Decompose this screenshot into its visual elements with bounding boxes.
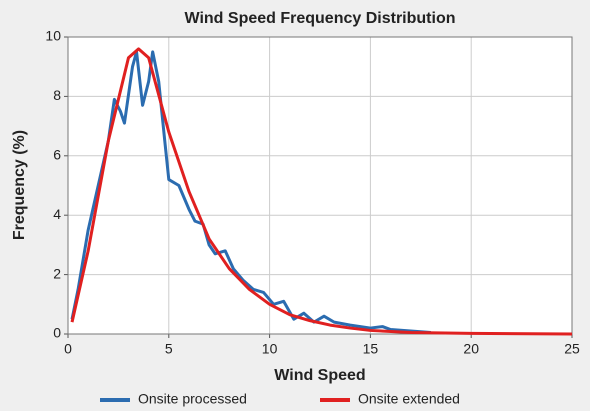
y-tick-label: 2: [53, 265, 61, 281]
chart-title: Wind Speed Frequency Distribution: [185, 10, 456, 27]
legend-label: Onsite extended: [358, 391, 460, 407]
series-line: [70, 47, 573, 336]
plot-area: [67, 36, 573, 335]
x-tick-label: 0: [64, 341, 72, 357]
legend-label: Onsite processed: [138, 391, 247, 407]
y-tick-label: 0: [53, 325, 61, 341]
x-axis-label: Wind Speed: [274, 367, 365, 384]
x-tick-label: 5: [165, 341, 173, 357]
x-tick-label: 20: [463, 341, 479, 357]
y-tick-label: 10: [45, 28, 61, 44]
x-tick-label: 10: [262, 341, 278, 357]
y-tick-label: 8: [53, 87, 61, 103]
x-tick-label: 15: [363, 341, 379, 357]
x-tick-label: 25: [564, 341, 580, 357]
plot-border: [67, 36, 573, 335]
y-tick-label: 6: [53, 147, 61, 163]
y-tick-label: 4: [53, 206, 61, 222]
y-axis-label: Frequency (%): [11, 130, 28, 240]
